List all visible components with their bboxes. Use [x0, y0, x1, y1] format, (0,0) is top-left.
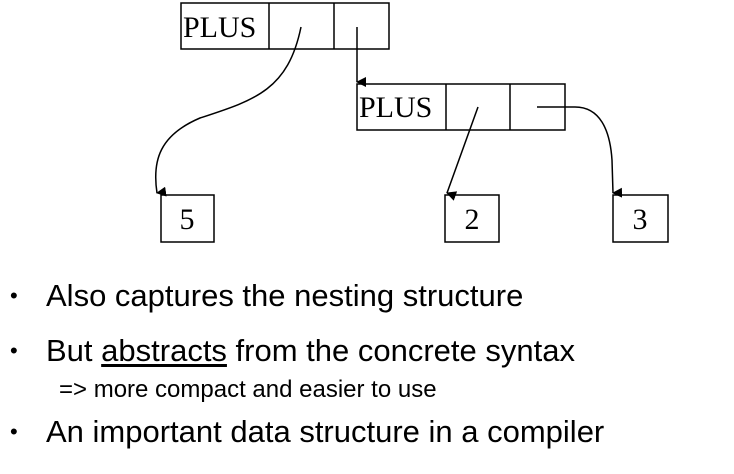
bullet-dot: • — [10, 338, 18, 363]
inner-plus-label: PLUS — [359, 91, 432, 124]
bullet-item-3: • An important data structure in a compil… — [10, 412, 730, 452]
bullet-dot: • — [10, 419, 18, 444]
bullet-dot: • — [10, 283, 18, 308]
bullet-text-2-suffix: from the concrete syntax — [226, 333, 575, 368]
leaf-label-3: 3 — [633, 203, 648, 236]
leaf-label-5: 5 — [180, 203, 195, 236]
leaf-label-2: 2 — [465, 203, 480, 236]
bullet-text-1: Also captures the nesting structure — [46, 278, 524, 313]
bullet-subtext-2: => more compact and easier to use — [59, 376, 437, 403]
bullet-text-3: An important data structure in a compile… — [46, 414, 605, 449]
arrow-inner-to-leaf-2 — [446, 106, 479, 201]
arrow-root-to-leaf-5 — [154, 26, 302, 197]
leaf-node-3: 3 — [612, 194, 669, 243]
bullet-text-2-underlined: abstracts — [101, 333, 227, 368]
ast-diagram: PLUS PLUS 5 2 3 — [154, 2, 669, 243]
arrow-inner-to-leaf-3 — [537, 106, 623, 198]
inner-plus-node: PLUS — [356, 83, 566, 131]
leaf-node-5: 5 — [160, 194, 215, 243]
root-plus-node: PLUS — [180, 2, 390, 50]
bullet-item-2: • But abstracts from the concrete syntax — [10, 331, 730, 371]
leaf-node-2: 2 — [444, 194, 500, 243]
bullet-item-1: • Also captures the nesting structure — [10, 276, 730, 316]
bullet-text-2-prefix: But — [46, 333, 102, 368]
root-plus-label: PLUS — [183, 11, 256, 44]
